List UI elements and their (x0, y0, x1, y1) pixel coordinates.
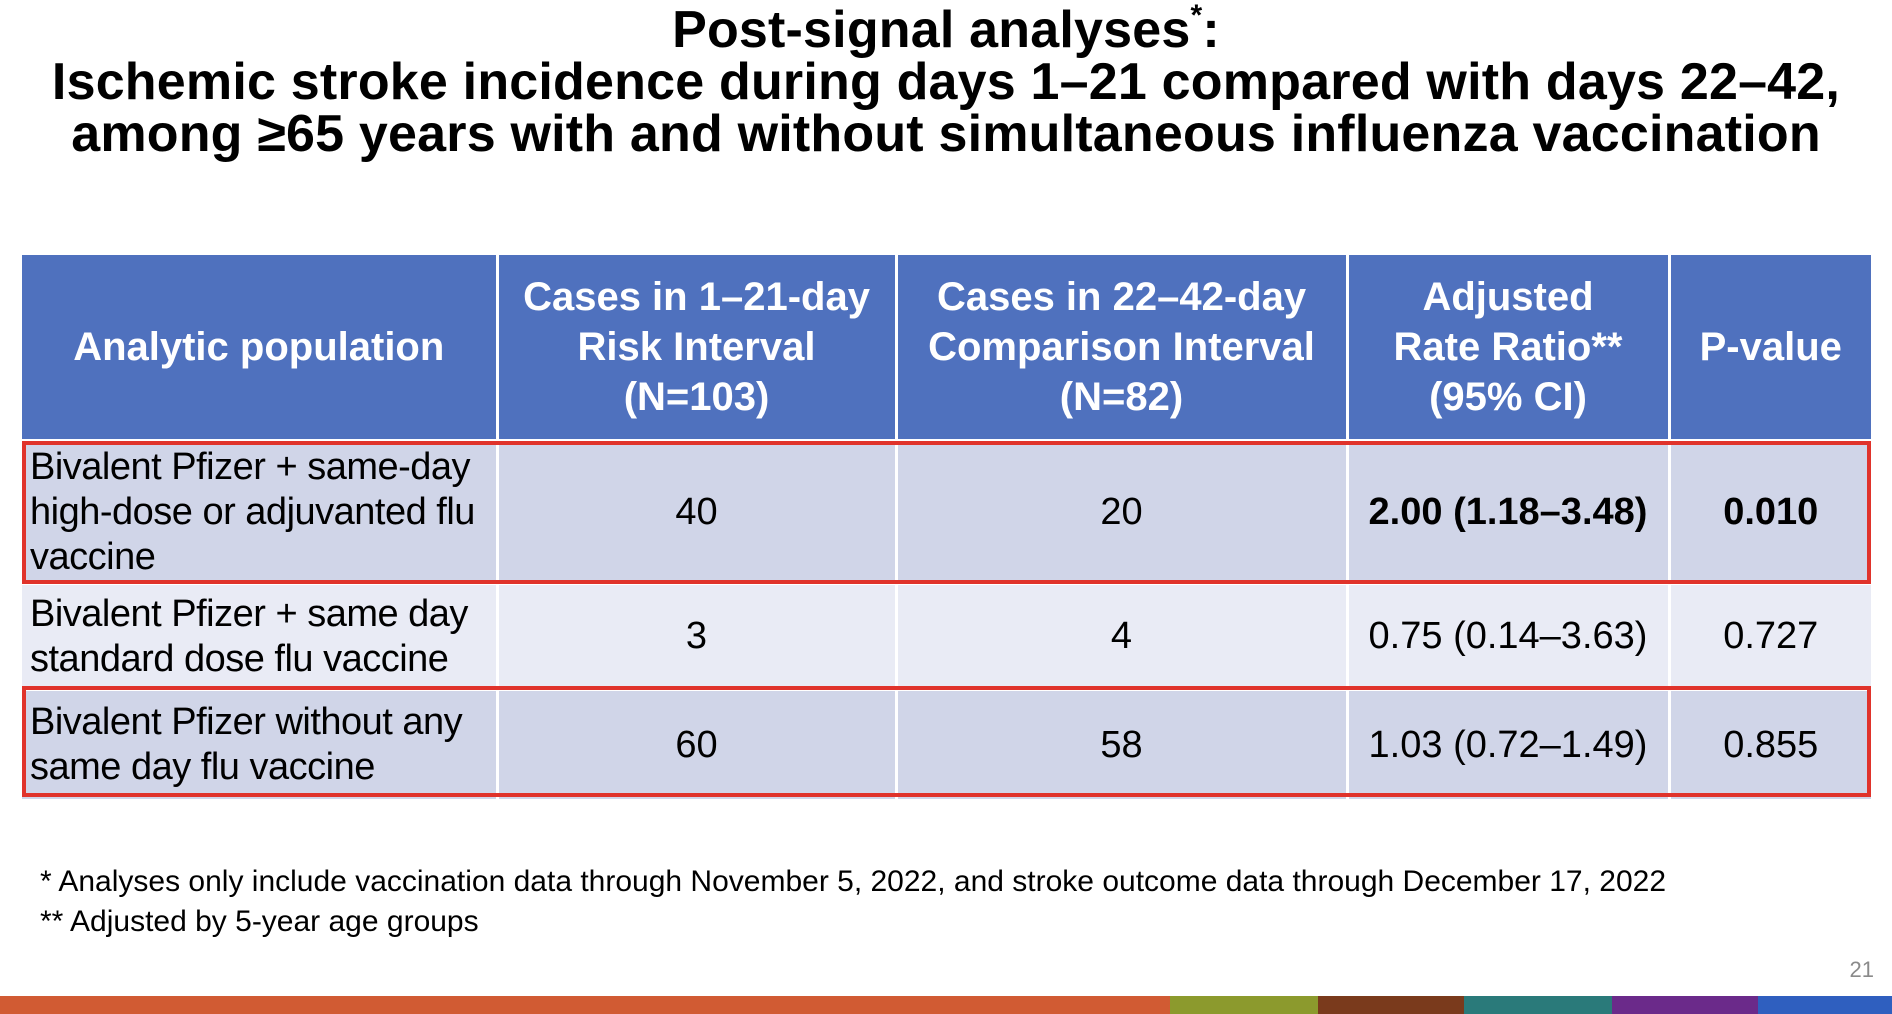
cell-risk-cases: 3 (497, 583, 898, 691)
header-analytic-population: Analytic population (22, 255, 499, 442)
header-rate-ratio: Adjusted Rate Ratio** (95% CI) (1347, 255, 1671, 442)
cell-text: Bivalent Pfizer + same day (30, 592, 468, 635)
bottom-bar-segment (1318, 996, 1464, 1014)
header-text: Adjusted (1422, 275, 1594, 319)
cell-p-value: 0.855 (1669, 689, 1871, 802)
title-line-1: Post-signal analyses*: (0, 0, 1892, 59)
cell-text: standard dose flu vaccine (30, 637, 449, 680)
cell-population: Bivalent Pfizer + same-day high-dose or … (22, 440, 499, 585)
title-asterisk: * (1190, 0, 1203, 32)
cell-text: vaccine (30, 535, 156, 578)
header-text: Cases in 22–42-day (936, 275, 1307, 319)
bottom-bar-segment (1464, 996, 1612, 1014)
cell-population: Bivalent Pfizer + same day standard dose… (22, 583, 499, 691)
slide-number: 21 (1849, 957, 1874, 982)
title-line-2: Ischemic stroke incidence during days 1–… (51, 53, 1841, 111)
slide-title: Post-signal analyses*: Ischemic stroke i… (0, 0, 1892, 163)
footnotes: * Analyses only include vaccination data… (40, 862, 1666, 942)
bottom-bar-segment (0, 996, 1170, 1014)
header-text: (N=82) (1059, 375, 1184, 419)
cell-population: Bivalent Pfizer without any same day flu… (22, 689, 499, 802)
header-text: Analytic population (73, 325, 445, 369)
cell-rate-ratio: 2.00 (1.18–3.48) (1347, 440, 1671, 585)
cell-text: high-dose or adjuvanted flu (30, 490, 475, 533)
header-text: P-value (1699, 325, 1842, 369)
cell-rate-ratio: 0.75 (0.14–3.63) (1347, 583, 1671, 691)
cell-p-value: 0.727 (1669, 583, 1871, 691)
cell-risk-cases: 40 (497, 440, 898, 585)
bottom-bar-segment (1612, 996, 1758, 1014)
cell-comparison-cases: 4 (896, 583, 1349, 691)
results-table: Analytic population Cases in 1–21-day Ri… (22, 255, 1871, 802)
table-header-row: Analytic population Cases in 1–21-day Ri… (22, 255, 1871, 442)
cell-comparison-cases: 58 (896, 689, 1349, 802)
table-row: Bivalent Pfizer + same-day high-dose or … (22, 440, 1871, 585)
footnote-2: ** Adjusted by 5-year age groups (40, 905, 479, 938)
header-text: (N=103) (623, 375, 770, 419)
table-row: Bivalent Pfizer without any same day flu… (22, 689, 1871, 802)
footnote-1: * Analyses only include vaccination data… (40, 865, 1667, 898)
header-p-value: P-value (1669, 255, 1871, 442)
header-text: Rate Ratio** (1393, 325, 1623, 369)
title-line-3: among ≥65 years with and without simulta… (71, 105, 1821, 163)
header-comparison-interval: Cases in 22–42-day Comparison Interval (… (896, 255, 1349, 442)
cell-text: same day flu vaccine (30, 746, 375, 788)
cell-p-value: 0.010 (1669, 440, 1871, 585)
header-text: Cases in 1–21-day (523, 275, 870, 319)
cell-rate-ratio: 1.03 (0.72–1.49) (1347, 689, 1671, 802)
bottom-bar-segment (1170, 996, 1318, 1014)
cell-risk-cases: 60 (497, 689, 898, 802)
bottom-bar-segment (1758, 996, 1892, 1014)
header-text: (95% CI) (1429, 375, 1587, 419)
cell-text: Bivalent Pfizer without any (30, 701, 463, 743)
header-text: Risk Interval (577, 325, 816, 369)
title-main-text: Post-signal analyses (672, 1, 1191, 59)
header-text: Comparison Interval (928, 325, 1315, 369)
title-colon: : (1202, 1, 1220, 59)
cell-comparison-cases: 20 (896, 440, 1349, 585)
table-row: Bivalent Pfizer + same day standard dose… (22, 583, 1871, 691)
header-risk-interval: Cases in 1–21-day Risk Interval (N=103) (497, 255, 898, 442)
cell-text: Bivalent Pfizer + same-day (30, 445, 471, 488)
